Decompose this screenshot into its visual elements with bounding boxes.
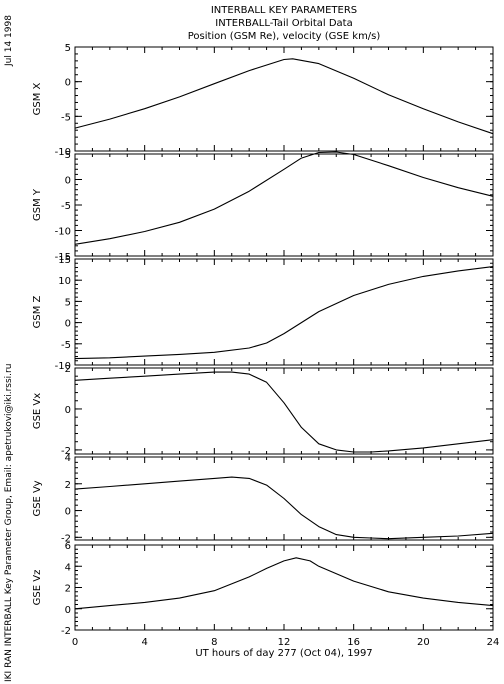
y-tick-label: 2 [65,584,71,595]
y-tick-label: 5 [65,150,71,161]
y-tick-label: -2 [61,533,71,544]
y-tick-label: 10 [58,276,71,287]
panel-frame [74,367,494,455]
x-axis-label: UT hours of day 277 (Oct 04), 1997 [195,648,373,659]
y-tick-label: 0 [65,605,71,616]
y-tick-label: 0 [65,78,71,89]
y-tick-label: 15 [58,255,71,266]
y-axis-label: GSM X [32,82,43,115]
y-tick-label: -5 [61,112,71,123]
chart-title: INTERBALL KEY PARAMETERS [210,5,358,16]
y-axis-label: GSM Z [32,295,43,328]
y-tick-label: -10 [55,147,71,158]
x-tick-label: 16 [347,637,360,648]
y-tick-label: 0 [65,176,71,187]
x-tick-label: 24 [487,637,500,648]
y-axis-label: GSE Vy [32,480,43,516]
y-tick-label: 2 [65,364,71,375]
series-line [74,266,494,360]
series-line [74,371,494,453]
y-tick-label: -10 [55,227,71,238]
y-tick-label: -15 [55,252,71,263]
series-line [74,557,494,610]
y-axis-label: GSE Vx [32,393,43,429]
chart-units: Position (GSM Re), velocity (GSE km/s) [187,31,381,42]
y-tick-label: 4 [65,562,71,573]
chart-subtitle: INTERBALL-Tail Orbital Data [215,18,353,29]
series-line [74,476,494,540]
x-tick-label: 0 [72,637,78,648]
y-tick-label: 0 [65,507,71,518]
x-tick-label: 20 [417,637,430,648]
y-tick-label: 6 [65,541,71,552]
y-tick-label: 4 [65,453,71,464]
series-line [74,58,494,135]
panel-frame [74,46,494,152]
x-tick-label: 4 [141,637,147,648]
panel-frame [74,544,494,631]
y-tick-label: -5 [61,340,71,351]
y-tick-label: -10 [55,361,71,372]
y-tick-label: 2 [65,480,71,491]
y-axis-label: GSE Vz [32,570,43,606]
x-tick-label: 12 [278,637,291,648]
y-tick-label: 5 [65,297,71,308]
y-tick-label: -2 [61,446,71,457]
y-tick-label: 0 [65,405,71,416]
y-tick-label: -2 [61,626,71,637]
series-line [74,151,494,245]
y-axis-label: GSM Y [32,188,43,221]
y-tick-label: -5 [61,201,71,212]
y-tick-label: 5 [65,43,71,54]
x-tick-label: 8 [211,637,217,648]
y-tick-label: 0 [65,319,71,330]
